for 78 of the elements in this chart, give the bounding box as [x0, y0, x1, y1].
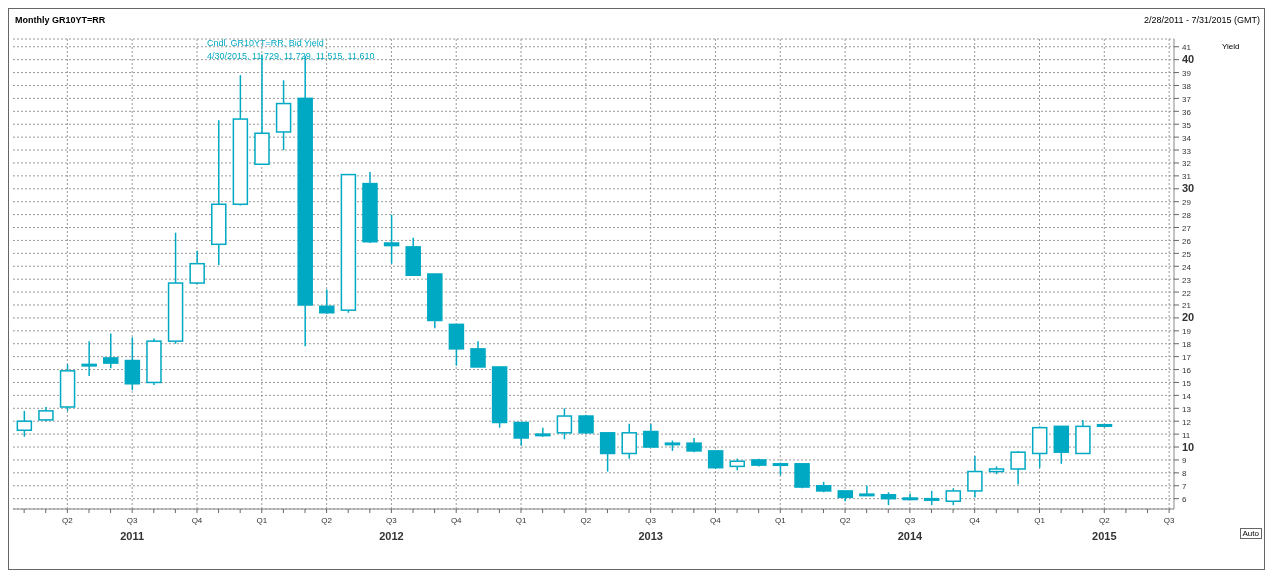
x-tick-label: Q2 2015 — [1092, 516, 1117, 542]
candlestick — [599, 432, 616, 473]
y-tick-label: 39 — [1182, 69, 1192, 79]
x-tick-label: Q2 — [839, 516, 851, 525]
candlestick — [794, 463, 810, 490]
candlestick — [16, 410, 33, 438]
chart-title: Monthly GR10YT=RR — [15, 15, 106, 25]
x-tick-label: Q1 — [774, 516, 787, 525]
y-tick-label: 14 — [1182, 391, 1192, 401]
y-tick-label: 24 — [1182, 262, 1192, 272]
x-tick-label: Q2 — [580, 516, 592, 525]
y-axis-title: Yield — [1222, 42, 1240, 51]
y-tick-label: 16 — [1182, 366, 1192, 376]
candlestick — [81, 340, 97, 377]
x-tick-label: Q3 — [1163, 516, 1176, 525]
y-tick-label: 18 — [1182, 340, 1192, 350]
y-tick-label: 38 — [1182, 81, 1192, 91]
candlestick — [513, 421, 529, 447]
y-tick-label: 13 — [1182, 404, 1192, 414]
y-tick-label: 21 — [1182, 301, 1192, 311]
y-tick-label: 7 — [1182, 482, 1187, 492]
y-tick-label: 27 — [1182, 224, 1192, 234]
x-tick-label: Q4 — [710, 516, 722, 525]
y-tick-label: 9 — [1182, 456, 1187, 466]
x-tick-label: Q3 2011 — [120, 516, 145, 542]
y-tick-label: 30 — [1182, 182, 1195, 195]
text: 2/28/2011 - 7/31/2015 (GMT) — [1144, 15, 1260, 25]
y-tick-label: 17 — [1182, 353, 1192, 363]
x-tick-label: Q2 — [321, 516, 333, 525]
y-tick-label: 36 — [1182, 107, 1192, 117]
x-tick-label: Q4 — [969, 516, 981, 525]
y-tick-label: 6 — [1182, 495, 1187, 505]
y-tick-label: 34 — [1182, 133, 1192, 143]
annotation: 4/30/2015, 11.729, 11.729, 11.515, 11.610 — [207, 50, 375, 63]
y-tick-label: 15 — [1182, 378, 1192, 388]
candlestick — [189, 250, 205, 286]
y-tick-label: 23 — [1182, 275, 1192, 285]
y-tick-label: 28 — [1182, 211, 1192, 221]
y-tick-label: 22 — [1182, 288, 1192, 298]
y-tick-label: 29 — [1182, 198, 1192, 208]
candlestick — [124, 336, 141, 391]
y-tick-label: 8 — [1182, 469, 1187, 479]
x-tick-label: Q3 2012 — [379, 516, 404, 542]
y-tick-label: 10 — [1182, 440, 1195, 453]
y-tick-label: 33 — [1182, 146, 1192, 156]
y-tick-label: 31 — [1182, 172, 1192, 182]
y-tick-label: 40 — [1182, 53, 1195, 66]
candlestick — [967, 455, 983, 499]
candlestick — [1010, 450, 1026, 486]
candlestick — [383, 213, 400, 265]
x-tick-label: Q4 — [191, 516, 203, 525]
text: Auto — [1239, 528, 1262, 539]
y-tick-label: 37 — [1182, 94, 1192, 104]
y-tick-label: 41 — [1182, 43, 1192, 53]
y-tick-label: 12 — [1182, 417, 1192, 427]
x-tick-label: Q3 2014 — [897, 516, 923, 542]
candlestick — [643, 423, 659, 448]
x-tick-label: Q3 2013 — [638, 516, 663, 542]
candlestick — [470, 340, 486, 368]
x-tick-label: Q4 — [450, 516, 463, 525]
x-tick-label: Q1 — [515, 516, 527, 525]
y-tick-label: 35 — [1182, 120, 1192, 130]
x-tick-label: Q1 — [256, 516, 268, 525]
y-tick-label: 26 — [1182, 236, 1192, 246]
y-tick-label: 25 — [1182, 249, 1192, 259]
x-tick-label: Q2 — [62, 516, 74, 525]
y-tick-label: 20 — [1182, 311, 1195, 324]
candlestick — [556, 407, 573, 441]
candlestick — [621, 423, 637, 460]
annotation: Cndl, GR10YT=RR, Bid Yield — [207, 37, 325, 50]
candlestick — [859, 485, 875, 497]
candlestick — [319, 288, 335, 315]
candlestick — [707, 450, 724, 470]
y-tick-label: 11 — [1182, 430, 1191, 440]
y-tick-label: 32 — [1182, 159, 1192, 169]
candlestick — [103, 332, 119, 370]
y-tick-label: 19 — [1182, 327, 1192, 337]
x-tick-label: Q1 — [1034, 516, 1046, 525]
